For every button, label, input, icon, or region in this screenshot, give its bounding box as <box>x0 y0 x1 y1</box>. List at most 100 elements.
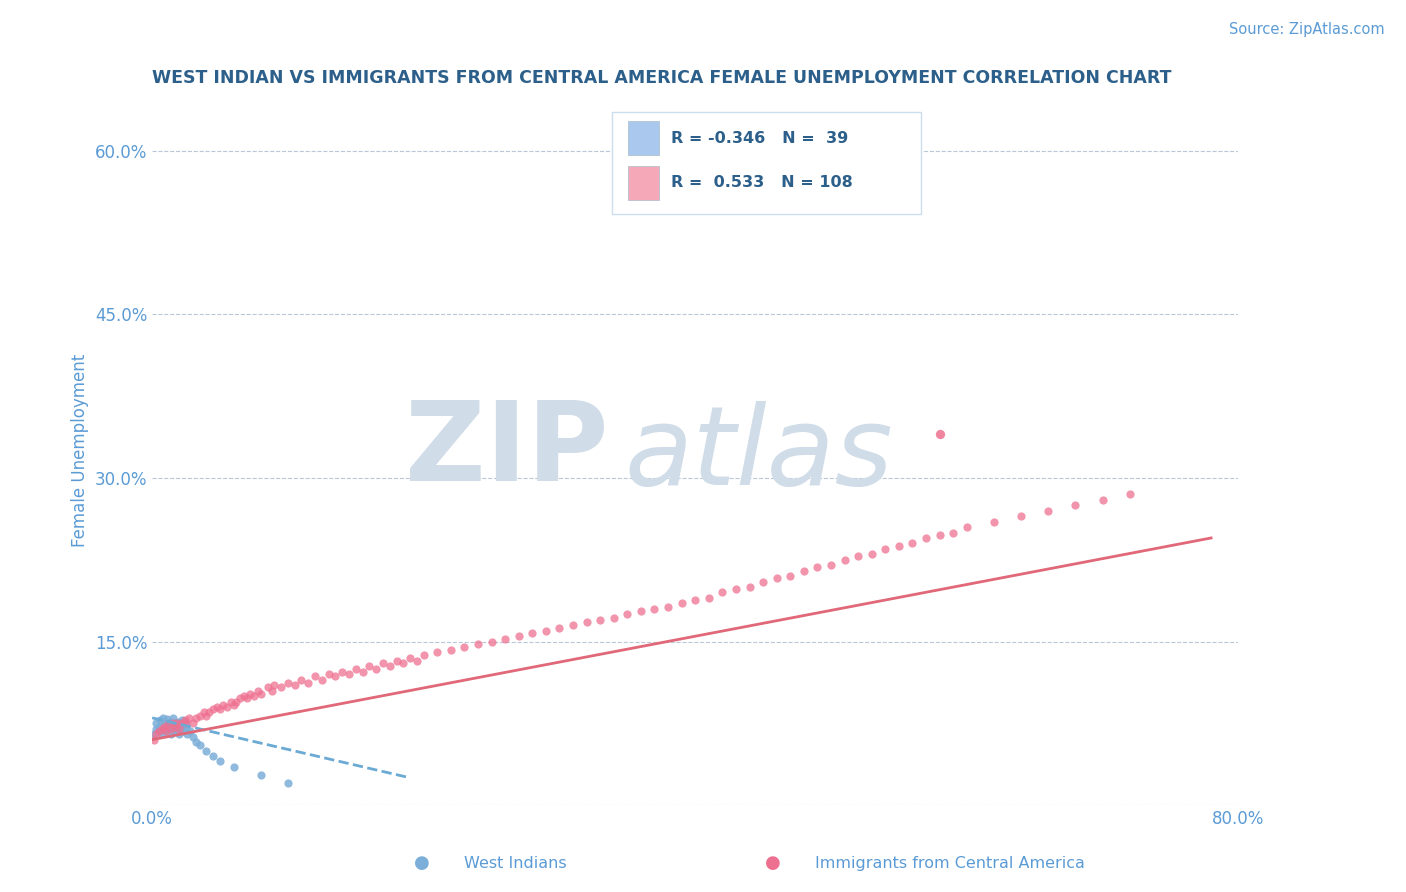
Point <box>378 658 401 673</box>
Point <box>222 760 245 774</box>
Point <box>148 723 170 738</box>
Point <box>163 723 186 738</box>
Point <box>270 681 292 695</box>
Point <box>399 651 422 665</box>
Point <box>875 541 897 556</box>
Point <box>548 622 571 636</box>
Point <box>711 585 734 599</box>
Point <box>779 569 801 583</box>
Point <box>152 722 174 736</box>
Point <box>562 618 585 632</box>
Point <box>211 698 233 712</box>
Text: R = -0.346   N =  39: R = -0.346 N = 39 <box>671 131 848 145</box>
Point <box>311 673 333 687</box>
Point <box>1010 509 1032 524</box>
Point <box>148 723 170 738</box>
Point <box>202 702 225 716</box>
Point <box>724 582 747 597</box>
Point <box>157 722 180 736</box>
Point <box>901 536 924 550</box>
Y-axis label: Female Unemployment: Female Unemployment <box>72 354 89 548</box>
Point <box>155 723 177 738</box>
Point <box>330 665 353 679</box>
Point <box>1064 498 1087 512</box>
Point <box>157 717 180 731</box>
Point <box>494 632 516 647</box>
Point <box>834 553 856 567</box>
Point <box>249 767 271 781</box>
Point <box>188 708 211 723</box>
Point <box>145 722 167 736</box>
Text: ●: ● <box>413 855 430 872</box>
Point <box>337 667 360 681</box>
Point <box>887 539 910 553</box>
Point <box>184 735 207 749</box>
Text: ●: ● <box>765 855 782 872</box>
Point <box>149 713 172 727</box>
Point <box>752 574 775 589</box>
Point <box>162 711 184 725</box>
Point <box>1091 492 1114 507</box>
Point <box>165 716 187 731</box>
Point <box>508 629 530 643</box>
Point <box>236 691 259 706</box>
Point <box>575 615 598 629</box>
Point <box>392 657 415 671</box>
Point <box>256 681 278 695</box>
Point <box>589 613 612 627</box>
Point <box>603 610 626 624</box>
Point <box>193 706 215 720</box>
Point <box>765 571 787 585</box>
Point <box>155 723 177 738</box>
Point <box>467 637 489 651</box>
Point <box>284 678 307 692</box>
Point <box>806 560 828 574</box>
Point <box>150 727 173 741</box>
Point <box>297 676 319 690</box>
Point <box>153 720 176 734</box>
Point <box>159 715 181 730</box>
Point <box>222 698 245 712</box>
Point <box>169 720 191 734</box>
Text: R =  0.533   N = 108: R = 0.533 N = 108 <box>671 176 852 190</box>
Text: WEST INDIAN VS IMMIGRANTS FROM CENTRAL AMERICA FEMALE UNEMPLOYMENT CORRELATION C: WEST INDIAN VS IMMIGRANTS FROM CENTRAL A… <box>152 69 1171 87</box>
Point <box>277 776 299 790</box>
Point <box>412 648 434 662</box>
Point <box>793 564 815 578</box>
Point <box>481 634 503 648</box>
Point <box>172 723 194 738</box>
Point <box>150 722 173 736</box>
Point <box>233 689 256 703</box>
Point <box>325 669 347 683</box>
Point <box>366 662 388 676</box>
Point <box>166 722 188 736</box>
Point <box>166 716 188 731</box>
Point <box>215 700 238 714</box>
Point <box>229 691 252 706</box>
Point <box>202 749 225 764</box>
Point <box>239 687 262 701</box>
Point <box>983 515 1005 529</box>
Point <box>142 727 165 741</box>
Point <box>928 527 950 541</box>
Point <box>697 591 720 605</box>
Point <box>219 694 242 708</box>
Point <box>173 713 195 727</box>
Point <box>174 722 197 736</box>
Point <box>170 716 193 731</box>
Point <box>344 662 367 676</box>
Point <box>671 596 693 610</box>
Point <box>181 716 204 731</box>
Point <box>173 717 195 731</box>
Point <box>630 604 652 618</box>
Point <box>249 687 271 701</box>
Point <box>263 678 285 692</box>
Point <box>243 689 266 703</box>
Point <box>160 722 183 736</box>
Point <box>160 727 183 741</box>
Point <box>1118 487 1140 501</box>
Point <box>165 720 187 734</box>
Point <box>290 673 312 687</box>
Point <box>198 706 221 720</box>
Point <box>170 713 193 727</box>
